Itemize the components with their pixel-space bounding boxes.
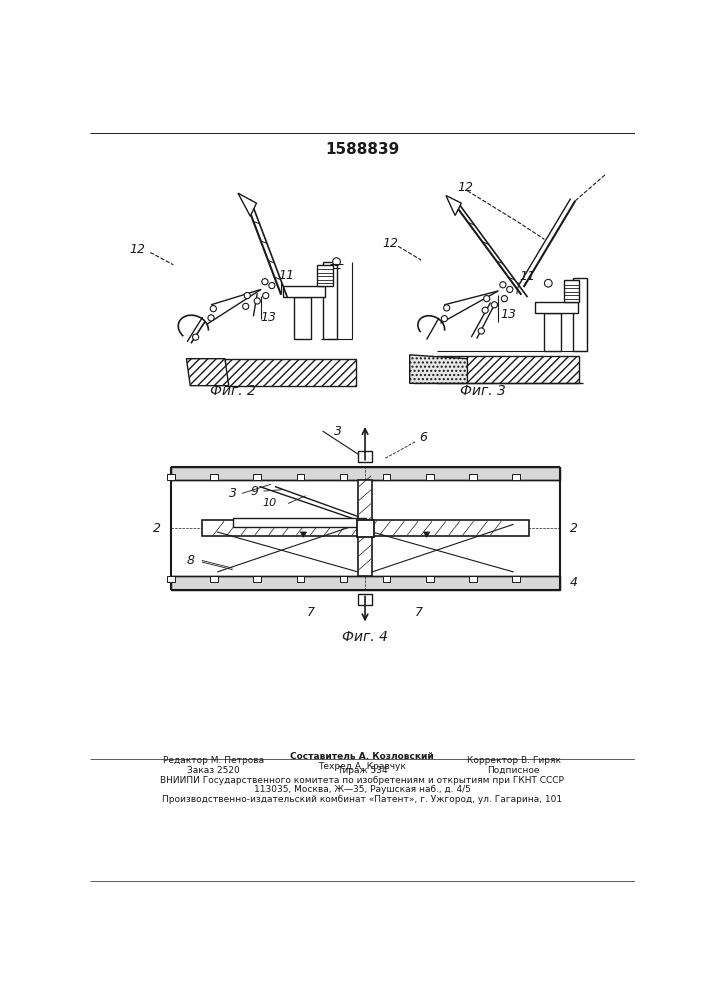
- Text: 2: 2: [153, 522, 161, 535]
- Text: 113035, Москва, Ж—35, Раушская наб., д. 4/5: 113035, Москва, Ж—35, Раушская наб., д. …: [254, 785, 470, 794]
- Bar: [283, 286, 325, 297]
- Bar: [356, 520, 373, 537]
- Text: 12: 12: [382, 237, 399, 250]
- Polygon shape: [238, 193, 257, 216]
- Bar: [512, 474, 520, 480]
- Bar: [294, 297, 311, 339]
- Text: Фиг. 4: Фиг. 4: [342, 630, 388, 644]
- Text: 3: 3: [228, 487, 237, 500]
- Circle shape: [478, 328, 484, 334]
- Text: Фиг. 2: Фиг. 2: [210, 384, 255, 398]
- Circle shape: [244, 292, 250, 299]
- Polygon shape: [362, 532, 368, 537]
- Text: 4: 4: [570, 576, 578, 589]
- Circle shape: [443, 305, 450, 311]
- Text: 7: 7: [415, 606, 423, 619]
- Polygon shape: [409, 355, 467, 383]
- Circle shape: [208, 315, 214, 321]
- Bar: [317, 265, 333, 286]
- Bar: [469, 474, 477, 480]
- Text: 11: 11: [279, 269, 295, 282]
- Circle shape: [507, 286, 513, 292]
- Text: 3: 3: [334, 425, 342, 438]
- Text: Редактор М. Петрова: Редактор М. Петрова: [163, 756, 264, 765]
- Text: 10: 10: [262, 498, 276, 508]
- Text: 6: 6: [419, 431, 427, 444]
- Bar: [573, 278, 587, 351]
- Bar: [210, 474, 218, 480]
- Bar: [437, 356, 579, 383]
- Text: 7: 7: [307, 606, 315, 619]
- Bar: [296, 576, 304, 582]
- Text: ВНИИПИ Государственного комитета по изобретениям и открытиям при ГКНТ СССР: ВНИИПИ Государственного комитета по изоб…: [160, 776, 564, 785]
- Circle shape: [262, 292, 269, 299]
- Bar: [382, 576, 390, 582]
- Text: Заказ 2520: Заказ 2520: [187, 766, 240, 775]
- Bar: [426, 576, 433, 582]
- Text: Техред А. Кравчук: Техред А. Кравчук: [318, 762, 406, 771]
- Bar: [512, 576, 520, 582]
- Bar: [296, 474, 304, 480]
- Bar: [544, 312, 561, 351]
- Bar: [233, 518, 366, 527]
- Circle shape: [192, 334, 199, 340]
- Text: Тираж 534: Тираж 534: [337, 766, 387, 775]
- Bar: [253, 576, 261, 582]
- Polygon shape: [300, 532, 307, 537]
- Bar: [167, 474, 175, 480]
- Circle shape: [262, 279, 268, 285]
- Circle shape: [482, 307, 489, 313]
- Bar: [167, 576, 175, 582]
- Bar: [382, 474, 390, 480]
- Bar: [535, 302, 578, 312]
- Text: Корректор В. Гиряк: Корректор В. Гиряк: [467, 756, 561, 765]
- Polygon shape: [187, 359, 229, 386]
- Text: Составитель А. Козловский: Составитель А. Козловский: [290, 752, 434, 761]
- Bar: [322, 262, 337, 339]
- Circle shape: [333, 258, 340, 266]
- Text: 9: 9: [250, 485, 258, 498]
- Bar: [358, 451, 372, 462]
- Bar: [339, 474, 347, 480]
- Polygon shape: [446, 195, 461, 215]
- Circle shape: [210, 306, 216, 312]
- Bar: [171, 576, 560, 590]
- Circle shape: [243, 303, 249, 309]
- Bar: [358, 594, 372, 605]
- Text: 12: 12: [457, 181, 473, 194]
- Bar: [339, 576, 347, 582]
- Circle shape: [484, 296, 490, 302]
- Circle shape: [544, 279, 552, 287]
- Circle shape: [269, 282, 275, 289]
- Circle shape: [441, 316, 448, 322]
- Bar: [469, 576, 477, 582]
- Circle shape: [491, 302, 498, 308]
- Text: 1588839: 1588839: [325, 142, 399, 157]
- Text: 13: 13: [261, 311, 276, 324]
- Circle shape: [500, 282, 506, 288]
- Bar: [201, 520, 529, 536]
- Text: 11: 11: [520, 270, 535, 283]
- Bar: [225, 359, 356, 386]
- Text: 2: 2: [570, 522, 578, 535]
- Bar: [358, 480, 372, 576]
- Bar: [426, 474, 433, 480]
- Text: Фиг. 3: Фиг. 3: [460, 384, 506, 398]
- Text: 8: 8: [186, 554, 194, 567]
- Circle shape: [254, 298, 260, 304]
- Text: Производственно-издательский комбинат «Патент», г. Ужгород, ул. Гагарина, 101: Производственно-издательский комбинат «П…: [162, 795, 562, 804]
- Text: 13: 13: [501, 308, 516, 321]
- Bar: [563, 280, 579, 302]
- Circle shape: [501, 296, 508, 302]
- Polygon shape: [423, 532, 430, 537]
- Bar: [171, 466, 560, 480]
- Bar: [253, 474, 261, 480]
- Text: Подписное: Подписное: [487, 766, 540, 775]
- Bar: [210, 576, 218, 582]
- Text: 12: 12: [130, 243, 146, 256]
